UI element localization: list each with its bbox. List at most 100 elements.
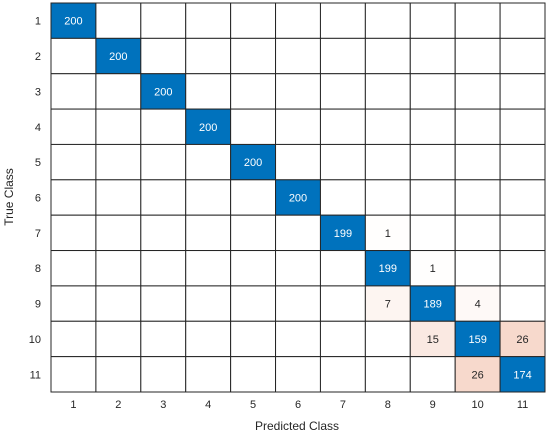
matrix-cell-r7-c8: [364, 214, 411, 252]
cell-value-label: 1: [430, 263, 436, 275]
matrix-cell-r10-c7: [319, 320, 366, 358]
x-tick-label: 10: [472, 399, 484, 411]
x-tick-label: 2: [115, 399, 121, 411]
y-tick-label: 6: [35, 193, 41, 205]
matrix-cell-r11-c8: [364, 356, 411, 393]
y-axis-label: True Class: [2, 168, 16, 226]
matrix-cell-r9-c2: [95, 285, 142, 322]
matrix-cell-r9-c5: [230, 285, 277, 322]
matrix-cell-r1-c3: [140, 2, 187, 39]
matrix-cell-r3-c10: [454, 73, 501, 110]
matrix-cell-r3-c2: [95, 73, 142, 110]
matrix-cell-r9-c3: [140, 285, 187, 322]
y-tick-label: 2: [35, 51, 41, 63]
matrix-cell-r5-c8: [364, 143, 411, 181]
matrix-cell-r7-c3: [140, 214, 187, 252]
matrix-cell-r8-c3: [140, 250, 187, 287]
matrix-cell-r11-c11: [499, 356, 546, 393]
matrix-cell-r8-c1: [50, 250, 97, 287]
matrix-cell-r4-c5: [230, 108, 277, 145]
matrix-cell-r8-c2: [95, 250, 142, 287]
x-axis-label: Predicted Class: [255, 419, 339, 433]
x-tick-label: 5: [250, 399, 256, 411]
matrix-cell-r7-c4: [185, 214, 232, 252]
matrix-cell-r3-c6: [275, 73, 321, 110]
matrix-cell-r4-c9: [409, 108, 456, 145]
matrix-cell-r3-c9: [409, 73, 456, 110]
cell-value-label: 200: [109, 51, 127, 63]
matrix-cell-r7-c5: [230, 214, 277, 252]
y-tick-label: 4: [35, 122, 41, 134]
matrix-cell-r7-c9: [409, 214, 456, 252]
y-tick-label: 10: [29, 334, 41, 346]
matrix-cell-r5-c6: [275, 143, 321, 181]
matrix-cell-r10-c8: [364, 320, 411, 358]
matrix-cell-r10-c5: [230, 320, 277, 358]
matrix-cell-r4-c7: [319, 108, 366, 145]
matrix-cell-r5-c7: [319, 143, 366, 181]
matrix-cell-r1-c6: [275, 2, 321, 39]
matrix-cell-r9-c9: [409, 285, 456, 322]
matrix-cell-r1-c11: [499, 2, 546, 39]
matrix-cell-r11-c5: [230, 356, 277, 393]
y-tick-label: 11: [30, 369, 41, 381]
matrix-cell-r11-c1: [50, 356, 97, 393]
matrix-cell-r10-c6: [275, 320, 321, 358]
matrix-cell-r6-c1: [50, 179, 97, 216]
matrix-cell-r4-c3: [140, 108, 187, 145]
matrix-cell-r6-c2: [95, 179, 142, 216]
matrix-cell-r3-c11: [499, 73, 546, 110]
matrix-cell-r1-c10: [454, 2, 501, 39]
matrix-cell-r2-c9: [409, 37, 456, 75]
matrix-cell-r10-c2: [95, 320, 142, 358]
x-tick-label: 4: [205, 399, 211, 411]
cell-value-label: 200: [64, 16, 82, 28]
cell-value-label: 189: [424, 299, 442, 311]
matrix-cell-r7-c10: [454, 214, 501, 252]
matrix-cell-r7-c1: [50, 214, 97, 252]
matrix-cell-r2-c6: [275, 37, 321, 75]
matrix-cell-r8-c7: [319, 250, 366, 287]
matrix-cell-r3-c8: [364, 73, 411, 110]
y-tick-labels: 1 2 3 4 5 6 7 8 9 10 11: [29, 16, 41, 382]
cell-value-label: 4: [475, 299, 481, 311]
matrix-cell-r4-c6: [275, 108, 321, 145]
matrix-cell-r6-c5: [230, 179, 277, 216]
matrix-cell-r7-c11: [499, 214, 546, 252]
cell-value-label: 200: [244, 157, 262, 169]
matrix-cell-r3-c1: [50, 73, 97, 110]
matrix-cell-r2-c5: [230, 37, 277, 75]
cell-value-label: 200: [199, 122, 217, 134]
y-tick-label: 3: [35, 86, 41, 98]
y-tick-label: 9: [35, 299, 41, 311]
cell-value-label: 159: [468, 334, 486, 346]
cell-value-label: 1: [385, 228, 391, 240]
x-tick-label: 1: [70, 399, 76, 411]
matrix-cell-r11-c6: [275, 356, 321, 393]
matrix-cells: 200 200 200 200 200 200 199 1 199 1 7 189 4 15 159 26 26…: [50, 2, 546, 393]
matrix-cell-r6-c11: [499, 179, 546, 216]
matrix-cell-r3-c5: [230, 73, 277, 110]
matrix-cell-r4-c2: [95, 108, 142, 145]
matrix-cell-r2-c3: [140, 37, 187, 75]
matrix-cell-r6-c3: [140, 179, 187, 216]
y-tick-label: 8: [35, 263, 41, 275]
matrix-cell-r6-c6: [275, 179, 321, 216]
matrix-cell-r9-c6: [275, 285, 321, 322]
cell-value-label: 26: [516, 334, 528, 346]
cell-value-label: 15: [427, 334, 439, 346]
matrix-cell-r10-c9: [409, 320, 456, 358]
matrix-cell-r11-c9: [409, 356, 456, 393]
matrix-cell-r8-c10: [454, 250, 501, 287]
cell-value-label: 26: [472, 369, 484, 381]
matrix-cell-r1-c5: [230, 2, 277, 39]
matrix-cell-r1-c9: [409, 2, 456, 39]
matrix-cell-r5-c4: [185, 143, 232, 181]
matrix-cell-r4-c10: [454, 108, 501, 145]
matrix-cell-r10-c11: [499, 320, 546, 358]
matrix-cell-r5-c11: [499, 143, 546, 181]
x-tick-labels: 1 2 3 4 5 6 7 8 9 10 11: [70, 399, 528, 411]
matrix-cell-r4-c11: [499, 108, 546, 145]
matrix-cell-r7-c2: [95, 214, 142, 252]
